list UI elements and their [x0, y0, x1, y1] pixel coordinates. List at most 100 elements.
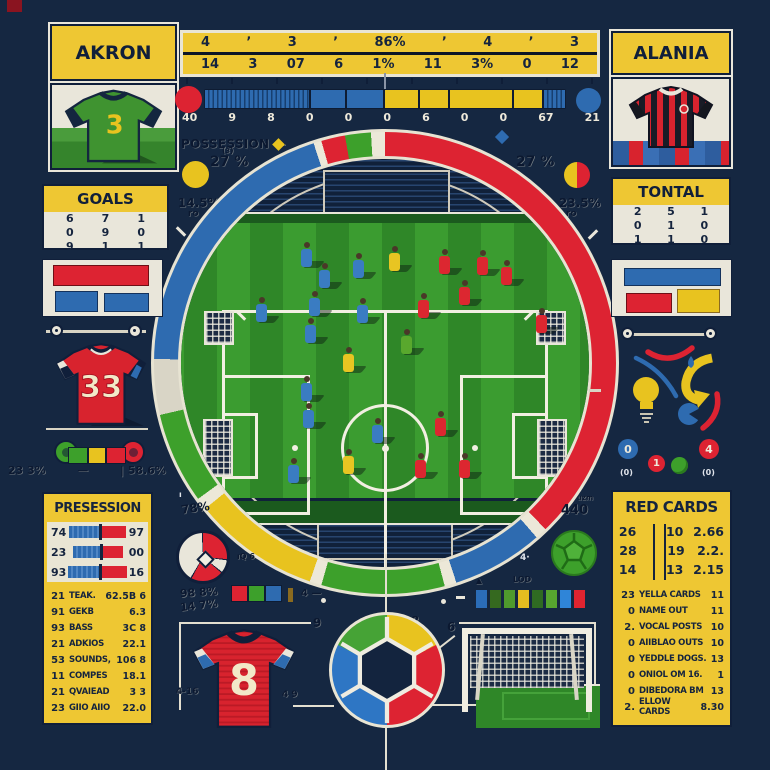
stat-left: 23	[621, 589, 635, 601]
stat-left: 0	[628, 669, 635, 681]
total-grid-value: 1	[667, 219, 675, 232]
stat-right: 13	[710, 685, 724, 697]
edge-dash	[589, 389, 601, 392]
possession-stats-panel: PRESESSION 74 97 23 00 93 16 21	[42, 492, 153, 725]
small-dash	[456, 596, 465, 599]
yellow-bar	[677, 289, 720, 313]
total-grid-value: 2	[633, 205, 642, 218]
red-cards-panel: RED CARDS 26 10 2.66 28 19 2.2. 14 13 2.…	[611, 490, 732, 727]
hexagon-ball	[329, 612, 445, 728]
stat-label: YELLA CARDS	[639, 590, 701, 600]
stat-left: 23	[51, 702, 65, 714]
stat-left: 93	[51, 622, 65, 634]
total-grid-value: 0	[700, 233, 709, 246]
ruler-value: 1%	[372, 56, 395, 72]
blue-drop-icon	[688, 356, 694, 368]
left-goal-area	[222, 413, 258, 479]
possession-bar-row: 74 97	[47, 522, 148, 542]
stat-label: VOCAL POSTS	[639, 622, 703, 632]
player	[371, 418, 396, 444]
stadium-interior	[178, 156, 592, 570]
ruler-value: 3	[248, 56, 258, 72]
left-yellow-dot	[182, 161, 209, 188]
blue-bar	[55, 291, 98, 312]
label-9: 9	[313, 616, 322, 630]
away-team-name: ALANIA	[633, 42, 709, 64]
stat-right: 10	[710, 621, 724, 633]
top-row-a: 26	[618, 524, 637, 539]
tiny-count-note: (0)	[702, 468, 715, 477]
dumbbell-end-icon	[704, 327, 717, 340]
home-jersey-number: 3	[106, 109, 124, 139]
total-grid-value: 1	[633, 233, 642, 246]
bar-value: 0	[344, 111, 353, 124]
red-count-circle: 4	[699, 439, 719, 459]
yellow-arrowhead	[694, 390, 710, 408]
jersey-8-number: 8	[229, 656, 259, 706]
stat-right: 18.1	[122, 670, 146, 682]
stat-left: 21	[51, 686, 65, 698]
right-goal-area	[512, 413, 548, 479]
red-cards-top-row: 26 10 2.66	[613, 522, 730, 541]
ruler-value: 3%	[471, 56, 494, 72]
player	[458, 280, 483, 306]
stat-left: 0	[628, 637, 635, 649]
player	[255, 297, 280, 323]
red-count-circle: 1	[648, 455, 665, 472]
stat-row: 0 YEDDLE DOGS. 13	[619, 651, 724, 667]
goals-grid-value: 9	[66, 240, 74, 253]
double-line-separator	[653, 524, 666, 580]
player	[417, 293, 442, 319]
ruler-value: ʼ	[246, 35, 252, 51]
goals-grid-value: 9	[101, 226, 110, 239]
bar-segment	[450, 90, 512, 108]
top-row-a: 28	[619, 543, 637, 558]
goals-grid-value: 0	[66, 226, 74, 239]
bar-red	[102, 546, 123, 558]
center-tick-line	[384, 73, 386, 91]
green-soccer-ball-icon	[551, 530, 597, 576]
bar-value: 40	[182, 111, 198, 124]
dumbbell-line	[46, 330, 146, 333]
stat-right: 6.3	[129, 606, 146, 618]
right-goal-net	[537, 419, 567, 477]
bracket-left-hline2	[293, 705, 334, 707]
gauge-right-value: | 58.6%	[119, 464, 166, 477]
ruler-value: 4	[201, 35, 211, 51]
red-cards-stat-rows: 23 YELLA CARDS 11 0 NAME OUT 11 2. VOCAL…	[613, 579, 730, 718]
ruler-value: ʼ	[333, 35, 339, 51]
stat-right: 22.1	[122, 638, 146, 650]
top-row-c: 2.66	[693, 524, 724, 539]
gauge-bar	[68, 447, 126, 464]
stat-label: ELLOW CARDS	[639, 697, 671, 717]
ruler-value: 86%	[374, 35, 406, 51]
player	[302, 403, 327, 429]
soccer-pitch	[181, 212, 589, 567]
stat-right: 22.0	[122, 702, 146, 714]
bar-left-value: 74	[51, 525, 67, 539]
divider-line	[46, 428, 148, 430]
ruler-row-1: 4 ʼ 3 ʼ 86% ʼ 4 ʼ 3	[183, 33, 597, 52]
bar-value: 6	[422, 111, 430, 124]
pie-center-diamond	[196, 550, 215, 569]
stat-row: 23 GIIO AIIO 22.0	[49, 700, 146, 716]
stat-left: 0	[628, 685, 635, 697]
goals-panel-title: GOALS	[44, 186, 167, 212]
player	[476, 250, 501, 276]
bracket-left-vline	[179, 622, 181, 710]
blue-curve	[633, 355, 679, 399]
bar-right-value: 00	[128, 545, 144, 559]
home-jersey-box: 3	[48, 81, 179, 172]
bar-segment	[544, 90, 565, 108]
stat-label: BASS	[69, 623, 93, 633]
possession-label: POSSESSION —	[181, 137, 287, 151]
bar-right-value: 97	[128, 525, 144, 539]
jersey-8-icon: 8	[192, 629, 296, 728]
gauge-labels: 23 3% — | 58.6%	[8, 464, 166, 477]
right-percent: 27 %	[516, 154, 555, 170]
red-arc-curve	[700, 391, 721, 431]
stat-label: ONIOL OM 16.	[639, 670, 703, 680]
